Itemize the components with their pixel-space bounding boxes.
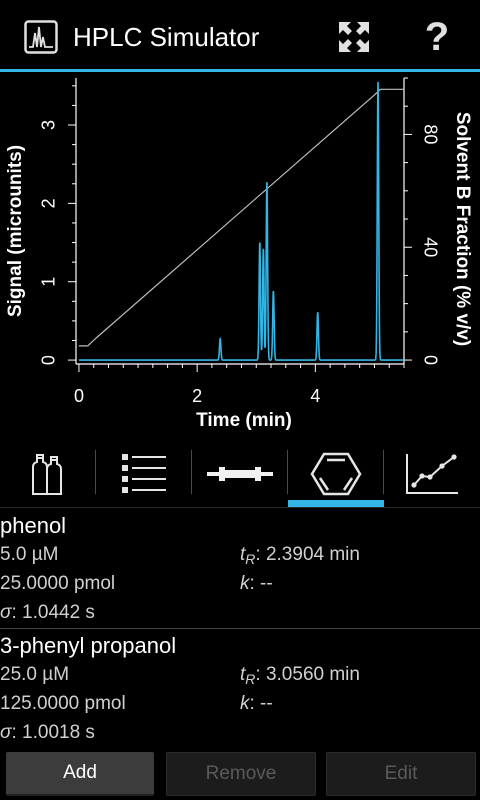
compound-concentration: 25.0 µM (0, 664, 70, 685)
tr-value: : 3.0560 min (255, 664, 360, 685)
compound-list[interactable]: phenol 5.0 µM 25.0000 pmol σ: 1.0442 s t… (0, 509, 480, 751)
sigma-symbol: σ (0, 602, 12, 623)
tr-subscript: R (245, 551, 256, 567)
list-item[interactable]: 3-phenyl propanol 25.0 µM 125.0000 pmol … (0, 629, 480, 749)
tr-symbol: t (240, 544, 246, 565)
app-logo-icon[interactable] (24, 20, 58, 54)
edit-button[interactable]: Edit (326, 752, 476, 796)
x-tick-label: 2 (192, 386, 202, 406)
y-axis-label: Signal (microunits) (5, 145, 26, 317)
compound-name: phenol (0, 513, 67, 538)
button-bar: Add Remove Edit (0, 751, 480, 800)
y-tick-label: 0 (39, 355, 59, 365)
remove-button[interactable]: Remove (166, 752, 316, 796)
y-tick-label: 2 (39, 198, 59, 208)
tab-bar-baseline (0, 507, 480, 508)
app-title: HPLC Simulator (73, 22, 260, 52)
tr-value: : 2.3904 min (255, 544, 360, 565)
k-symbol: k (240, 573, 250, 594)
tab-separator (95, 450, 96, 494)
bottles-icon (32, 454, 62, 495)
k-value: : -- (249, 573, 273, 594)
y2-tick-label: 0 (420, 355, 440, 365)
expand-button[interactable] (329, 14, 379, 60)
compound-retention-factor: k: -- (240, 692, 273, 716)
tab-separator (287, 450, 288, 494)
expand-icon (339, 22, 369, 52)
benzene-icon (310, 452, 362, 496)
compound-sigma: σ: 1.0442 s (0, 601, 95, 625)
compound-retention-factor: k: -- (240, 572, 273, 596)
compound-retention-time: tR: 2.3904 min (240, 543, 360, 571)
selected-tab-indicator (288, 500, 384, 507)
tab-separator (191, 450, 192, 494)
tab-compounds[interactable] (96, 440, 192, 508)
compound-retention-time: tR: 3.0560 min (240, 663, 360, 691)
y2-axis-label: Solvent B Fraction (% v/v) (452, 112, 473, 346)
k-symbol: k (240, 693, 250, 714)
tab-chart[interactable] (384, 440, 480, 508)
list-icon (122, 454, 166, 493)
tab-solvents[interactable] (0, 440, 96, 508)
tab-bar (0, 440, 480, 508)
compound-sigma: σ: 1.0018 s (0, 721, 95, 745)
tr-symbol: t (240, 664, 246, 685)
action-bar: HPLC Simulator ? (0, 0, 480, 72)
y2-tick-label: 80 (420, 124, 440, 144)
compound-amount: 125.0000 pmol (0, 693, 126, 714)
x-axis-label: Time (min) (196, 410, 292, 431)
action-bar-divider (0, 69, 480, 72)
list-divider (0, 628, 480, 629)
column-icon (207, 467, 273, 481)
k-value: : -- (249, 693, 273, 714)
y-tick-label: 3 (39, 120, 59, 130)
compound-concentration: 5.0 µM (0, 544, 59, 565)
y-tick-label: 1 (39, 277, 59, 287)
help-button[interactable]: ? (424, 14, 450, 59)
solvent-gradient-line (79, 88, 404, 347)
x-tick-label: 4 (310, 386, 320, 406)
compound-amount: 25.0000 pmol (0, 573, 116, 594)
list-item[interactable]: phenol 5.0 µM 25.0000 pmol σ: 1.0442 s t… (0, 509, 480, 629)
sigma-symbol: σ (0, 722, 12, 743)
tab-column[interactable] (192, 440, 288, 508)
tab-structure[interactable] (288, 440, 384, 508)
y2-tick-label: 40 (420, 237, 440, 257)
tr-subscript: R (245, 671, 256, 687)
chart-icon (406, 454, 458, 494)
tab-separator (383, 450, 384, 494)
sigma-value: : 1.0442 s (11, 602, 95, 623)
add-button[interactable]: Add (6, 752, 154, 796)
x-tick-label: 0 (74, 386, 84, 406)
sigma-value: : 1.0018 s (11, 722, 95, 743)
signal-trace (78, 81, 404, 361)
compound-name: 3-phenyl propanol (0, 633, 177, 658)
